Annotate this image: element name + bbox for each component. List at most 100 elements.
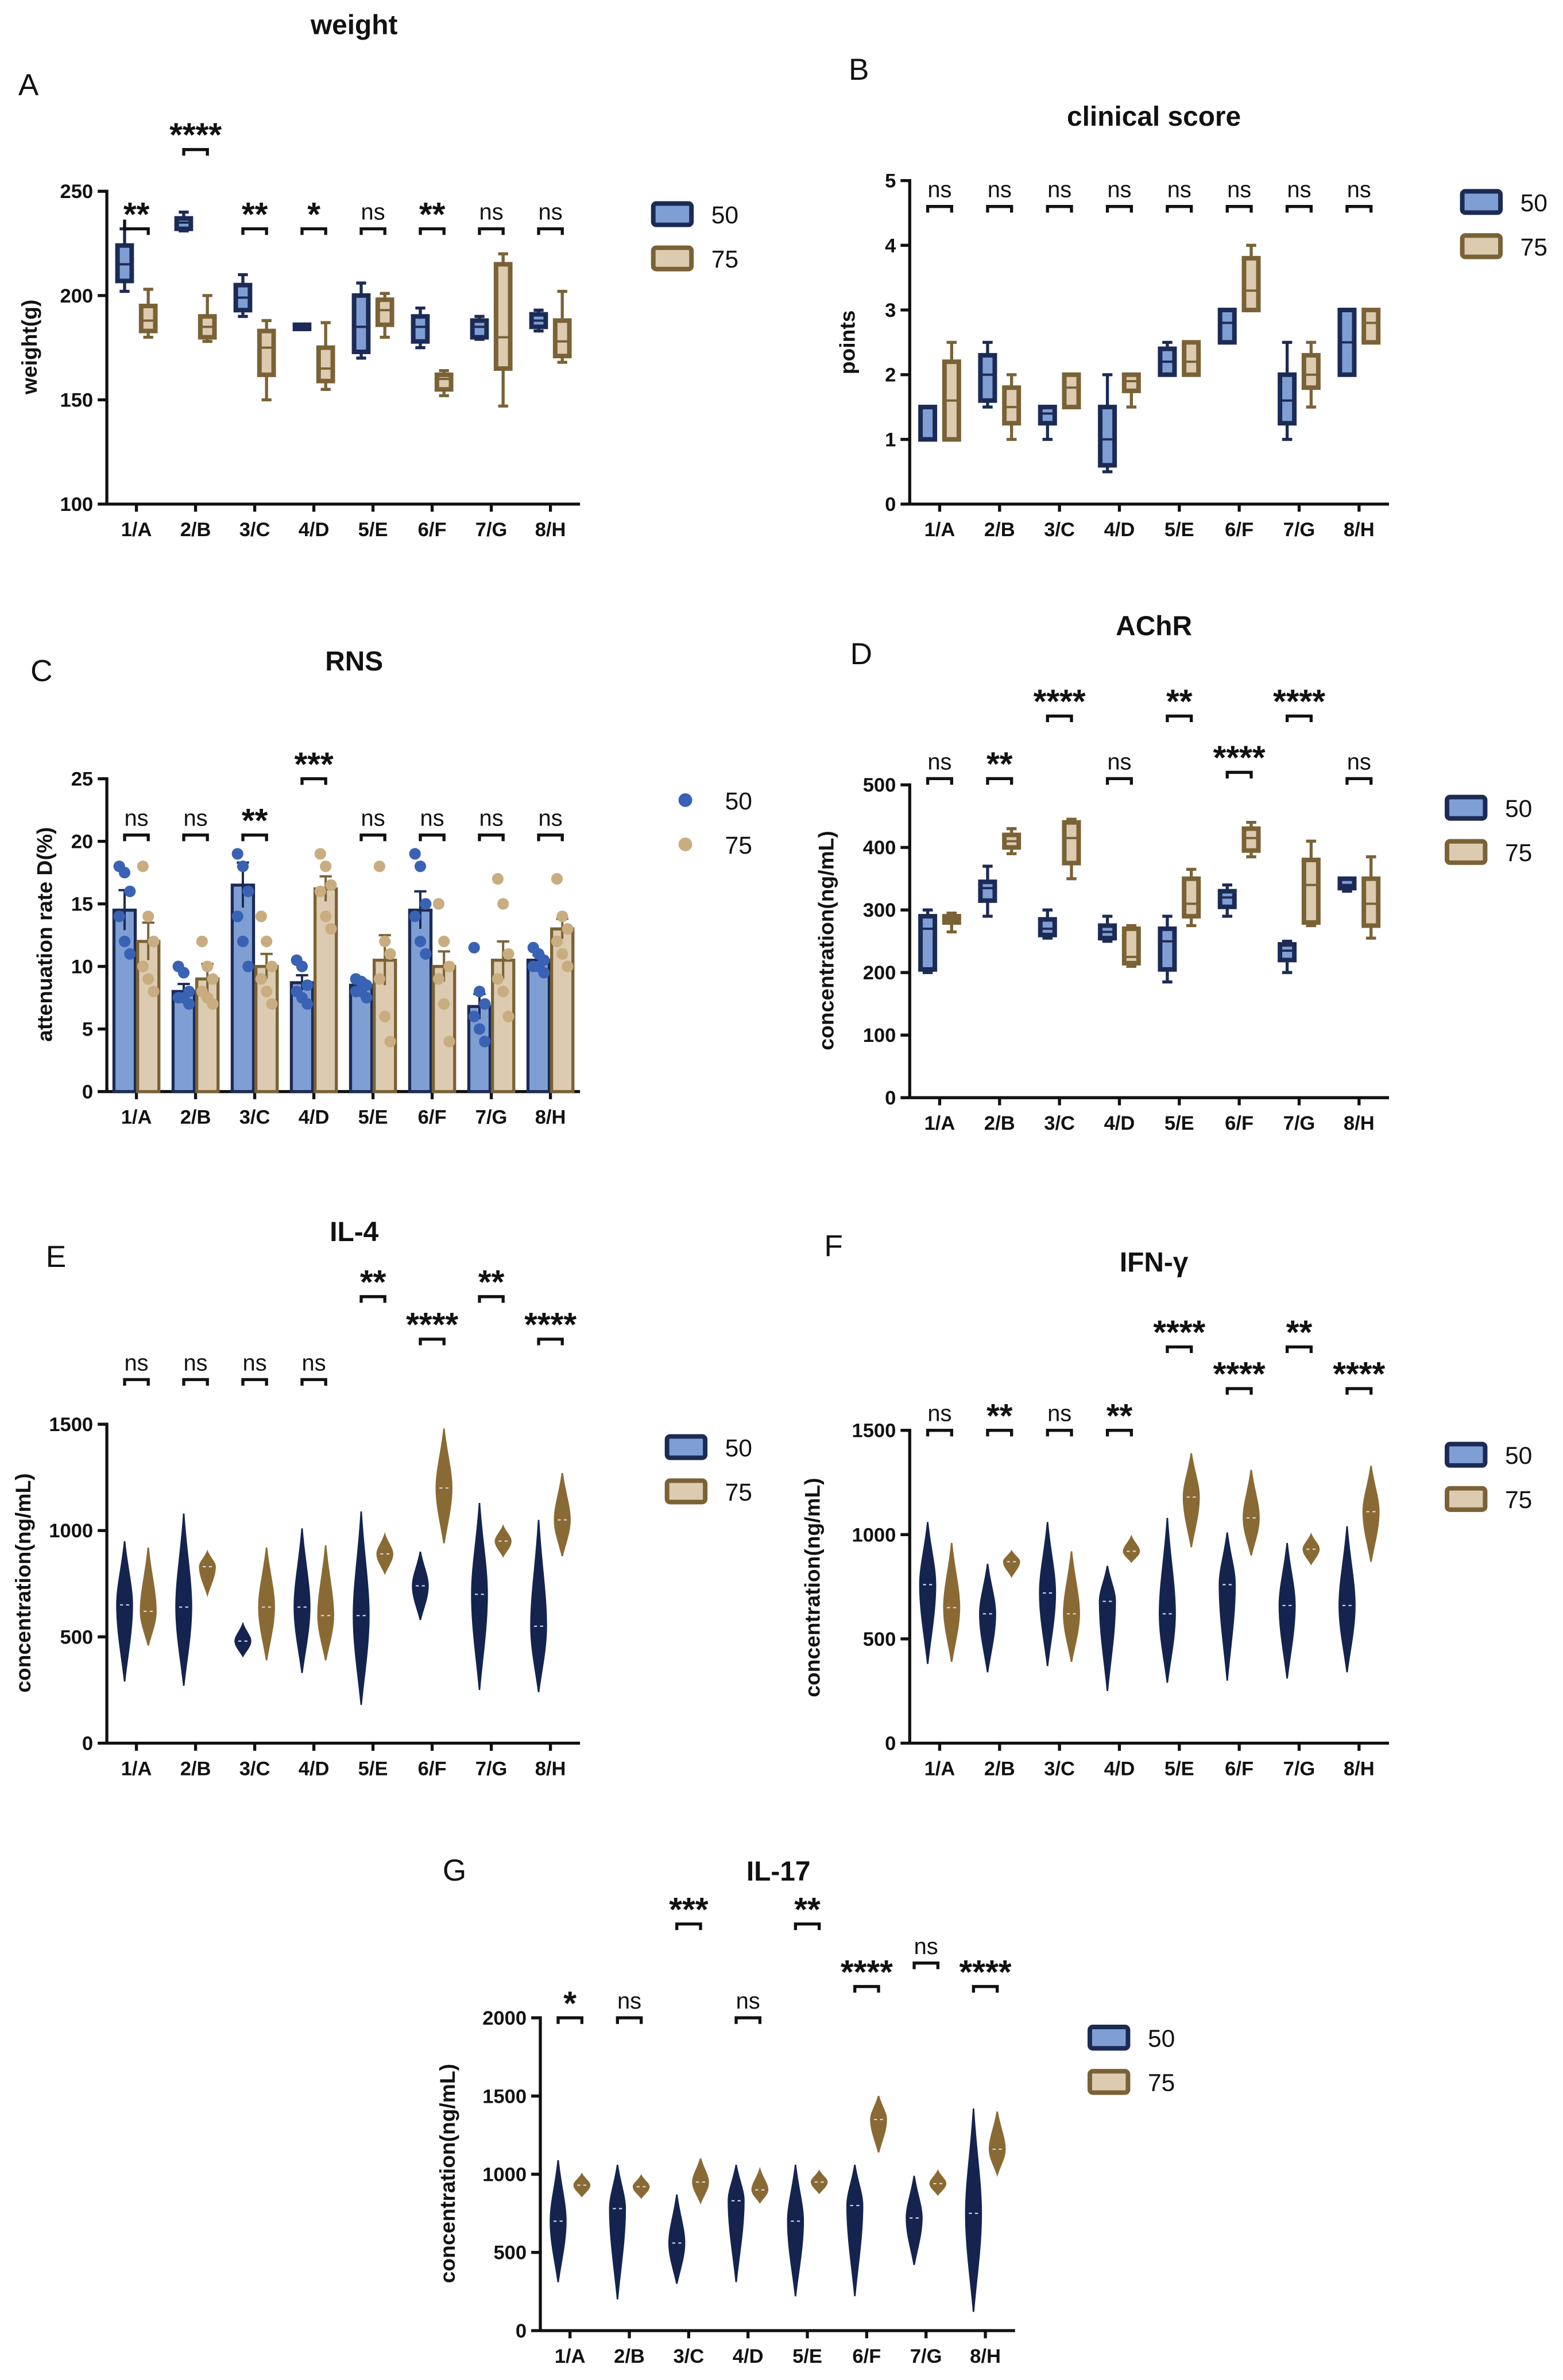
violin	[692, 2158, 709, 2205]
legend-label: 50	[1148, 2025, 1175, 2053]
significance-bracket: ns	[359, 200, 386, 235]
box-75-1	[1002, 827, 1022, 855]
violin-75-2	[258, 1547, 275, 1661]
bracket-line	[912, 1962, 940, 1970]
bracket-line	[926, 1429, 953, 1437]
legend-marker	[1444, 1486, 1488, 1512]
box-50-4	[1158, 340, 1177, 377]
violin-50-5	[1218, 1532, 1236, 1681]
significance-label: ns	[420, 806, 444, 831]
bar-75-6	[491, 873, 516, 1094]
significance-bracket: ns	[241, 1350, 268, 1386]
chart-title: clinical score	[1067, 102, 1241, 132]
violin	[1123, 1534, 1140, 1563]
significance-label: ns	[927, 1401, 951, 1427]
x-tick-label: 6/F	[1225, 519, 1254, 541]
x-tick-label: 4/D	[299, 519, 330, 541]
violin	[870, 2095, 887, 2153]
legend-label: 50	[725, 1435, 752, 1462]
significance-label: ns	[479, 200, 504, 225]
significance-label: **	[1166, 683, 1193, 720]
significance-label: ***	[294, 746, 334, 783]
significance-label: ****	[841, 1953, 893, 1991]
bracket-line	[478, 834, 505, 842]
legend-marker	[664, 1478, 708, 1505]
data-point	[384, 1036, 396, 1048]
legend-label: 50	[711, 201, 738, 229]
legend: 50 75	[1087, 2025, 1175, 2097]
bracket-line	[972, 1984, 999, 1993]
bracket-line	[1046, 205, 1073, 213]
y-tick-label: 20	[71, 831, 93, 853]
significance-bracket: ns	[1225, 177, 1253, 213]
significance-bracket: ns	[123, 1350, 150, 1386]
violin	[471, 1502, 488, 1691]
violin	[1302, 1532, 1320, 1566]
violin-50-2	[234, 1622, 252, 1658]
bar-75-1	[195, 935, 220, 1094]
bracket-line	[300, 777, 327, 785]
bracket-line	[986, 777, 1013, 785]
violin-75-1	[632, 2174, 650, 2199]
violin-50-7	[1338, 1526, 1356, 1673]
data-point	[562, 923, 574, 935]
y-tick-label: 200	[60, 285, 94, 307]
violin	[787, 2165, 804, 2297]
box	[1038, 405, 1057, 426]
violin	[317, 1545, 334, 1661]
x-tick-label: 3/C	[239, 1106, 270, 1128]
data-point	[314, 848, 326, 860]
x-tick-label: 8/H	[1344, 1113, 1375, 1134]
data-point	[562, 960, 574, 972]
significance-label: **	[794, 1891, 821, 1928]
box-75-2	[257, 319, 276, 402]
y-axis-label: concentration(ng/mL)	[800, 1478, 824, 1697]
data-point	[237, 935, 249, 948]
data-point	[124, 948, 136, 960]
violin-50-3	[293, 1528, 311, 1673]
bracket-line	[1345, 1387, 1373, 1395]
box	[978, 352, 997, 403]
bracket-line	[1046, 1429, 1073, 1437]
bracket-line	[1105, 1429, 1133, 1437]
box	[1217, 889, 1237, 909]
bracket-line	[853, 1984, 880, 1993]
significance-bracket: ***	[294, 746, 334, 785]
significance-bracket: ns	[359, 806, 386, 842]
data-point	[261, 935, 273, 948]
significance-bracket: ns	[734, 1988, 762, 2024]
violin	[609, 2165, 626, 2300]
violin	[929, 2169, 947, 2196]
box-75-4	[1182, 867, 1201, 928]
box-50-3	[1098, 373, 1117, 474]
violin	[1243, 1470, 1260, 1556]
y-tick-label: 4	[885, 235, 896, 257]
data-point	[373, 973, 385, 985]
panel-letter: D	[850, 637, 872, 671]
violin	[199, 1549, 216, 1598]
significance-label: ns	[1047, 177, 1071, 203]
box-75-3	[1121, 924, 1141, 968]
box	[1217, 308, 1237, 345]
box-75-6	[1301, 340, 1321, 409]
significance-label: ns	[243, 1350, 267, 1375]
data-point	[301, 979, 314, 991]
y-tick-label: 0	[82, 1082, 93, 1103]
violin-50-1	[609, 2165, 626, 2300]
bar	[254, 964, 279, 1094]
box-75-3	[1121, 372, 1141, 409]
significance-label: ****	[1273, 683, 1325, 720]
bracket-line	[794, 1922, 821, 1931]
violin-75-3	[317, 1545, 334, 1661]
box-75-7	[1361, 308, 1381, 345]
violin-75-0	[943, 1542, 961, 1662]
box	[1062, 820, 1081, 866]
y-tick-label: 2	[885, 365, 896, 386]
x-tick-label: 4/D	[733, 2346, 764, 2367]
violin	[919, 1522, 937, 1664]
legend-label: 50	[1521, 189, 1547, 217]
data-point	[196, 935, 208, 948]
violin-50-0	[550, 2160, 567, 2282]
x-tick-label: 1/A	[924, 1758, 955, 1780]
